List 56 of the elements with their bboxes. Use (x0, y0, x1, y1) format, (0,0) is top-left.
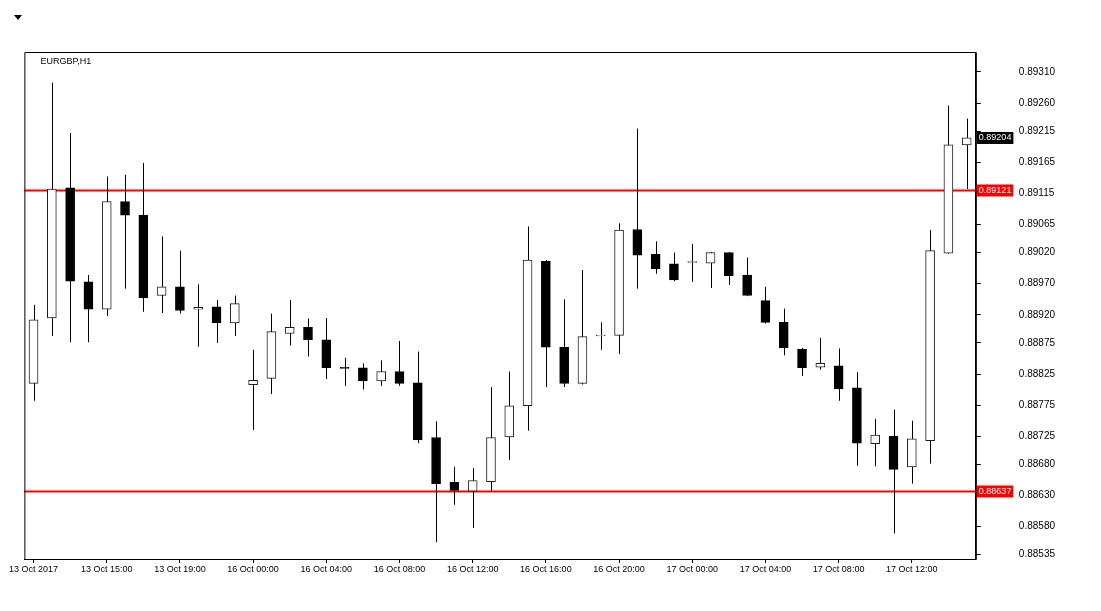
y-tick-label: 0.89215 (1018, 124, 1056, 136)
candlestick (449, 466, 460, 506)
candlestick (248, 349, 258, 431)
candlestick (376, 359, 387, 387)
y-tick-label: 0.89260 (1018, 96, 1056, 108)
candlestick (211, 299, 222, 344)
y-tick-label: 0.88680 (1018, 458, 1056, 470)
ref-line-label: 0.88637 (978, 485, 1012, 496)
x-tick-label: 16 Oct 00:00 (227, 563, 279, 574)
x-tick-label: 17 Oct 04:00 (739, 563, 792, 574)
text: 0.89204 (978, 132, 1012, 143)
x-tick-label: 17 Oct 00:00 (666, 563, 719, 574)
y-tick-label: 0.88875 (1018, 336, 1056, 348)
candlestick (961, 118, 972, 190)
candlestick (303, 318, 313, 358)
y-tick-label: 0.88920 (1018, 308, 1056, 320)
candlestick (742, 257, 752, 297)
y-tick-label: 0.89310 (1018, 65, 1056, 77)
x-tick-label: 16 Oct 04:00 (300, 563, 353, 574)
candlestick (284, 299, 295, 346)
y-tick-label: 0.88775 (1018, 398, 1056, 410)
candlestick (595, 321, 606, 351)
y-tick-label: 0.88970 (1018, 277, 1056, 289)
x-tick-label: 16 Oct 16:00 (520, 563, 572, 574)
y-tick-label: 0.88825 (1018, 367, 1056, 379)
y-tick-label: 0.89065 (1018, 218, 1056, 230)
x-tick-label: 16 Oct 12:00 (446, 563, 499, 574)
ref-line-label: 0.89121 (978, 184, 1012, 195)
x-tick-label: 13 Oct 15:00 (80, 563, 133, 574)
text: EURGBP,H1 (40, 56, 92, 67)
candlestick (156, 235, 167, 314)
y-tick-label: 0.89115 (1018, 187, 1055, 199)
candlestick (870, 418, 881, 467)
x-tick-label: 17 Oct 08:00 (812, 563, 865, 574)
y-tick-label: 0.89020 (1018, 246, 1056, 258)
candlestick (760, 286, 771, 325)
y-tick-label: 0.88580 (1018, 520, 1056, 532)
candlestick (467, 467, 478, 529)
x-tick-label: 17 Oct 12:00 (886, 563, 938, 574)
x-tick-label: 16 Oct 08:00 (373, 563, 426, 574)
x-tick-label: 13 Oct 2017 (9, 563, 59, 574)
y-tick-label: 0.88725 (1018, 430, 1056, 442)
x-tick-label: 13 Oct 19:00 (154, 563, 206, 574)
candlestick (175, 250, 185, 315)
y-tick-label: 0.89165 (1018, 155, 1056, 167)
y-tick-label: 0.88630 (1018, 489, 1056, 501)
y-tick-label: 0.88535 (1018, 548, 1056, 560)
x-tick-label: 16 Oct 20:00 (593, 563, 645, 574)
candlestick (797, 347, 807, 377)
candlestick (120, 174, 130, 290)
candlestick (724, 251, 734, 286)
candlestick (358, 362, 368, 391)
candlestick (669, 252, 679, 282)
candlestick (229, 295, 240, 337)
candlestick (394, 340, 405, 387)
candlestick (193, 283, 204, 348)
